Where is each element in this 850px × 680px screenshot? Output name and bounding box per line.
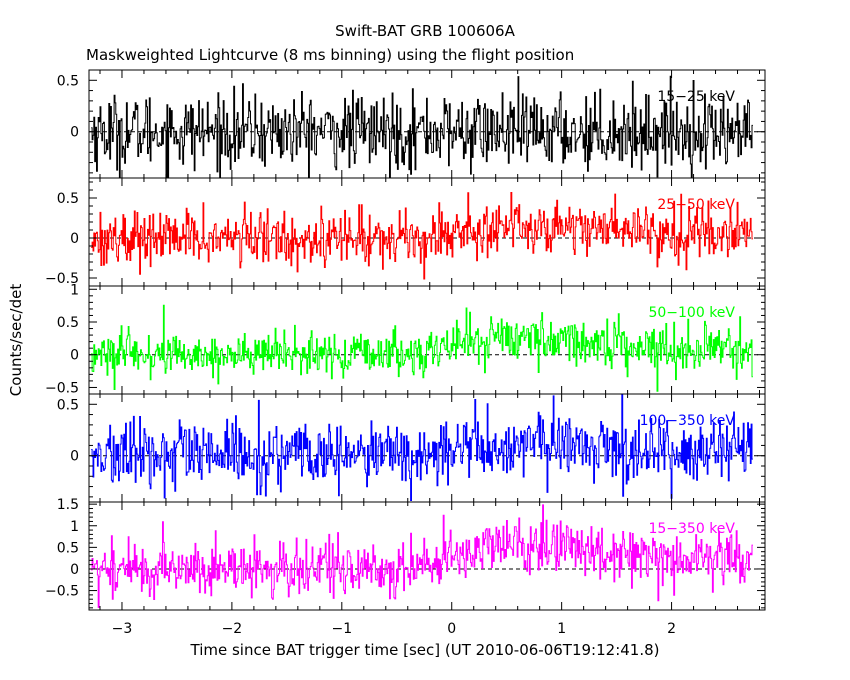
- panels-group: 00.515−25 keV−0.500.5 25−50 keV−0.500.515…: [45, 69, 766, 611]
- x-tick-label-1: −2: [222, 621, 243, 637]
- band-label-4: 15−350 keV: [648, 521, 735, 537]
- y-tick-label-4-2: 0.5: [57, 540, 79, 556]
- y-tick-label-0-0: 0: [70, 125, 79, 141]
- chart-subtitle: Maskweighted Lightcurve (8 ms binning) u…: [86, 46, 574, 64]
- y-tick-label-2-2: 0.5: [57, 315, 79, 331]
- y-tick-label-2-3: 1: [70, 282, 79, 298]
- series-line-1: [91, 192, 753, 280]
- y-tick-label-3-0: 0: [70, 449, 79, 465]
- band-label-2: 50−100 keV: [648, 305, 735, 321]
- panel-1: −0.5 0 0.5 25−50 keV: [45, 177, 766, 287]
- band-label-3: 100−350 keV: [640, 413, 736, 429]
- y-tick-label-4-3: 1: [70, 519, 79, 535]
- y-tick-label-0-1: 0.5: [57, 73, 79, 89]
- y-tick-label-1-0: −0.5: [45, 271, 79, 287]
- x-axis: −3 −2 −1 0 1 2: [112, 621, 676, 637]
- x-tick-label-2: −1: [331, 621, 352, 637]
- y-tick-label-3-1: 0.5: [57, 397, 79, 413]
- x-tick-label-4: 1: [557, 621, 566, 637]
- x-tick-label-3: 0: [447, 621, 456, 637]
- x-tick-label-5: 2: [667, 621, 676, 637]
- series-line-3: [91, 394, 753, 501]
- series-line-2: [91, 304, 753, 392]
- chart-title: Swift-BAT GRB 100606A: [335, 22, 515, 40]
- x-axis-label: Time since BAT trigger time [sec] (UT 20…: [190, 641, 660, 659]
- y-tick-label-2-1: 0: [70, 348, 79, 364]
- x-tick-label-0: −3: [112, 621, 133, 637]
- panel-3: 0 0.5 100−350 keV: [57, 393, 766, 503]
- y-tick-label-1-1: 0: [70, 231, 79, 247]
- y-tick-label-4-0: −0.5: [45, 584, 79, 600]
- y-tick-label-4-4: 1.5: [57, 497, 79, 513]
- y-tick-label-2-0: −0.5: [45, 380, 79, 396]
- band-label-1: 25−50 keV: [657, 197, 735, 213]
- band-label-0: 15−25 keV: [657, 89, 735, 105]
- y-axis-label: Counts/sec/det: [7, 284, 25, 397]
- y-tick-label-1-2: 0.5: [57, 191, 79, 207]
- series-line-0: [91, 75, 753, 178]
- series-line-4: [91, 504, 753, 608]
- panel-4: −0.5 0 0.5 1 1.5 15−350 keV: [45, 497, 766, 611]
- y-tick-label-4-1: 0: [70, 562, 79, 578]
